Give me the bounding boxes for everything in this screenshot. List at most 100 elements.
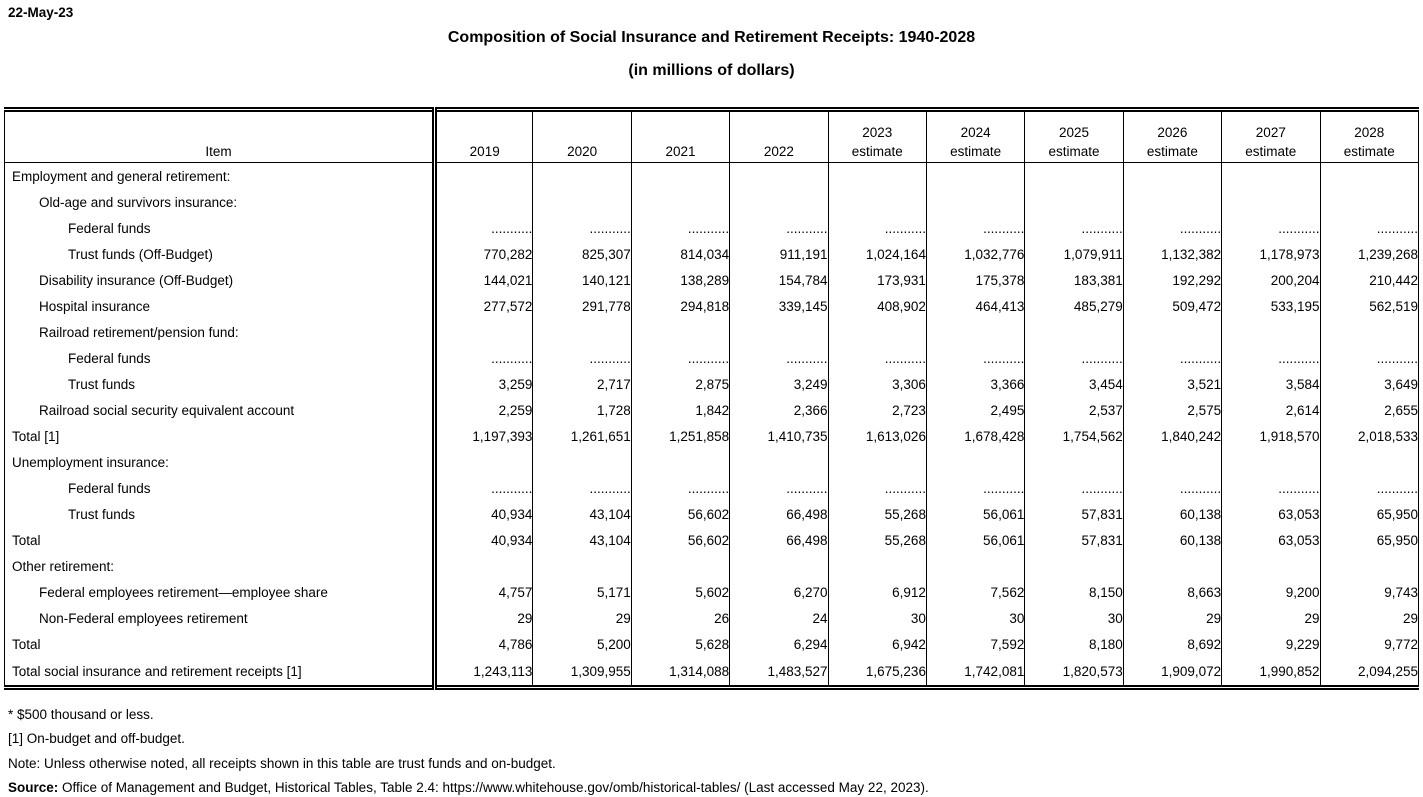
value-cell: 814,034: [630, 241, 730, 268]
value-cell: [1221, 189, 1321, 216]
row-label-cell: Trust funds: [4, 371, 437, 398]
value-cell: [827, 553, 927, 580]
table-row: Railroad social security equivalent acco…: [4, 397, 1419, 424]
value-cell: 1,483,527: [729, 657, 829, 688]
value-cell: 173,931: [827, 267, 927, 294]
value-cell: 40,934: [433, 501, 533, 528]
value-cell: 3,454: [1024, 371, 1124, 398]
value-cell: 3,584: [1221, 371, 1321, 398]
value-cell: 1,261,651: [532, 423, 632, 450]
value-cell: 533,195: [1221, 293, 1321, 320]
value-cell: 2,575: [1122, 397, 1222, 424]
value-cell: 3,306: [827, 371, 927, 398]
value-cell: [630, 319, 730, 346]
value-cell: 56,602: [630, 527, 730, 554]
value-cell: [532, 553, 632, 580]
value-cell: 408,902: [827, 293, 927, 320]
value-cell: 1,178,973: [1221, 241, 1321, 268]
value-cell: [433, 163, 533, 190]
value-cell: [1122, 449, 1222, 476]
value-cell: 30: [827, 605, 927, 632]
value-cell: [925, 189, 1025, 216]
value-cell: 29: [1319, 605, 1419, 632]
value-cell: 1,820,573: [1024, 657, 1124, 688]
value-cell: [1319, 449, 1419, 476]
value-cell: 825,307: [532, 241, 632, 268]
table-row-blank: [4, 162, 1419, 164]
receipts-table: Item 2019 2020 2021 2022 2023 estimate 2024 esti…: [4, 107, 1419, 690]
value-cell: 1,243,113: [433, 657, 533, 688]
column-header-2020: 2020: [532, 109, 632, 163]
value-cell: ...........: [1221, 345, 1321, 372]
value-cell: 3,521: [1122, 371, 1222, 398]
row-label-cell: Federal funds: [4, 475, 437, 502]
value-cell: 29: [1122, 605, 1222, 632]
value-cell: 1,197,393: [433, 423, 533, 450]
value-cell: ...........: [1221, 215, 1321, 242]
table-row: Unemployment insurance:: [4, 449, 1419, 476]
table-row: Employment and general retirement:: [4, 163, 1419, 190]
value-cell: 30: [925, 605, 1025, 632]
value-cell: ...........: [433, 345, 533, 372]
table-row: Federal funds...........................…: [4, 215, 1419, 242]
column-header-2026: 2026 estimate: [1122, 109, 1222, 163]
value-cell: [630, 162, 730, 164]
value-cell: ...........: [630, 475, 730, 502]
value-cell: ...........: [1122, 215, 1222, 242]
value-cell: 1,840,242: [1122, 423, 1222, 450]
value-cell: 154,784: [729, 267, 829, 294]
value-cell: 9,200: [1221, 579, 1321, 606]
value-cell: 7,592: [925, 631, 1025, 658]
value-cell: [532, 162, 632, 164]
value-cell: 1,613,026: [827, 423, 927, 450]
value-cell: 2,614: [1221, 397, 1321, 424]
value-cell: [1122, 553, 1222, 580]
value-cell: 1,918,570: [1221, 423, 1321, 450]
value-cell: 770,282: [433, 241, 533, 268]
value-cell: 1,132,382: [1122, 241, 1222, 268]
value-cell: [433, 319, 533, 346]
value-cell: 291,778: [532, 293, 632, 320]
value-cell: ...........: [630, 215, 730, 242]
column-header-2021: 2021: [630, 109, 730, 163]
value-cell: [1122, 189, 1222, 216]
value-cell: [729, 319, 829, 346]
value-cell: 1,842: [630, 397, 730, 424]
value-cell: [1319, 162, 1419, 164]
value-cell: 210,442: [1319, 267, 1419, 294]
value-cell: 192,292: [1122, 267, 1222, 294]
value-cell: 8,180: [1024, 631, 1124, 658]
value-cell: [827, 162, 927, 164]
value-cell: 2,875: [630, 371, 730, 398]
value-cell: 43,104: [532, 501, 632, 528]
value-cell: 1,314,088: [630, 657, 730, 688]
value-cell: 66,498: [729, 527, 829, 554]
value-cell: 55,268: [827, 501, 927, 528]
table-row: Total [1] 1,197,393 1,261,651 1,251,858 1,41…: [4, 423, 1419, 450]
row-label-cell: Total social insurance and retirement re…: [4, 657, 437, 688]
table-row: Hospital insurance 277,572 291,778 294,818 3…: [4, 293, 1419, 320]
row-label-cell: Federal funds: [4, 345, 437, 372]
value-cell: [827, 189, 927, 216]
value-cell: ...........: [827, 475, 927, 502]
table-row: Trust funds (Off-Budget) 770,282 825,307 81…: [4, 241, 1419, 268]
value-cell: ...........: [925, 215, 1025, 242]
table-row: Old-age and survivors insurance:: [4, 189, 1419, 216]
value-cell: 5,628: [630, 631, 730, 658]
value-cell: [532, 449, 632, 476]
footnotes: * $500 thousand or less. [1] On-budget a…: [8, 703, 929, 797]
value-cell: 2,723: [827, 397, 927, 424]
value-cell: 8,150: [1024, 579, 1124, 606]
row-label-cell: Disability insurance (Off-Budget): [4, 267, 437, 294]
value-cell: ...........: [827, 215, 927, 242]
value-cell: [1221, 162, 1321, 164]
value-cell: ...........: [925, 345, 1025, 372]
column-header-2025: 2025 estimate: [1024, 109, 1124, 163]
row-label-cell: Federal employees retirement—employee sh…: [4, 579, 437, 606]
value-cell: 2,366: [729, 397, 829, 424]
value-cell: [532, 189, 632, 216]
value-cell: ...........: [532, 345, 632, 372]
row-label-cell: Total [1]: [4, 423, 437, 450]
row-label-cell: Hospital insurance: [4, 293, 437, 320]
value-cell: ...........: [1319, 345, 1419, 372]
